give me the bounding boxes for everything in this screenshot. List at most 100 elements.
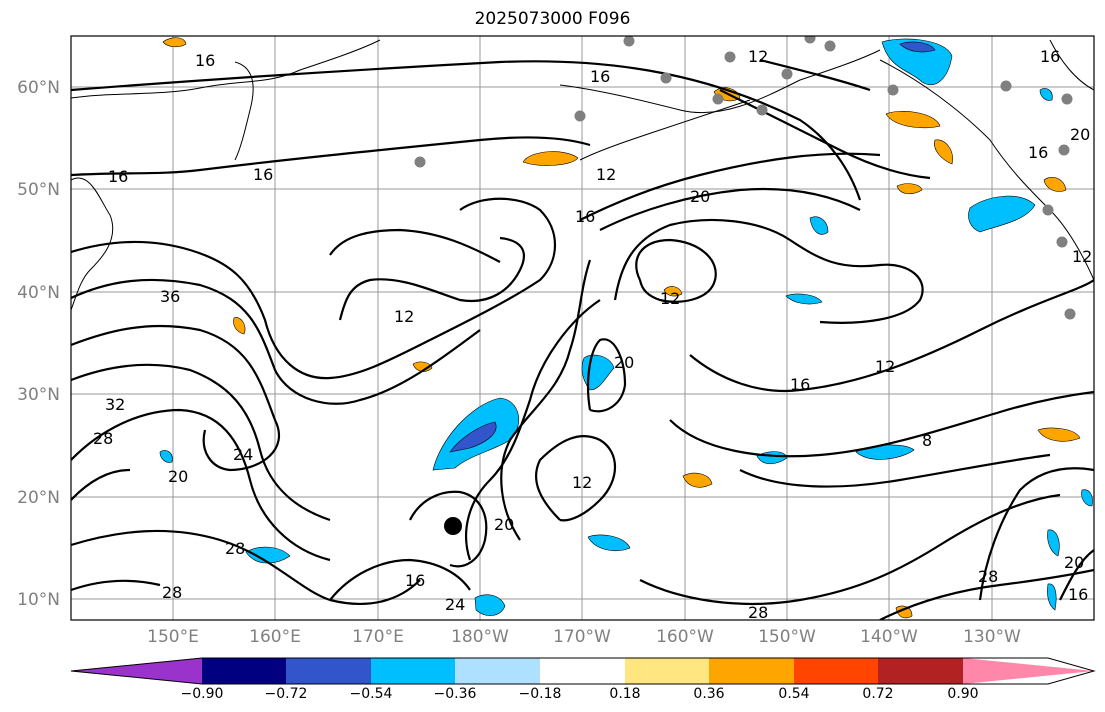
- contour-label: 28: [225, 539, 245, 558]
- fill-patch-orange: [934, 139, 953, 165]
- colorbar-segment: [455, 658, 540, 684]
- colorbar-segment: [709, 658, 794, 684]
- lon-label: 180°W: [451, 627, 509, 647]
- coastlines: [71, 39, 1094, 311]
- contour-label: 20: [1070, 125, 1090, 144]
- gridlines: [71, 36, 1094, 620]
- fill-patch-blue: [245, 546, 291, 564]
- colorbar-segment: [625, 658, 709, 684]
- contour-label: 32: [105, 395, 125, 414]
- colorbar-outline: [70, 657, 1096, 685]
- contour-label: 16: [790, 375, 810, 394]
- contour-label: 16: [195, 51, 215, 70]
- fill-patch-orange: [1043, 177, 1067, 192]
- map-title: 2025073000 F096: [474, 9, 631, 29]
- contour-label: 12: [394, 307, 414, 326]
- colorbar-tick-label: 0.72: [862, 686, 893, 702]
- lat-label: 30°N: [17, 385, 60, 405]
- colorbar-segment: [71, 658, 202, 684]
- contour-label: 28: [978, 567, 998, 586]
- contour-label: 12: [660, 289, 680, 308]
- lat-label: 50°N: [17, 180, 60, 200]
- colorbar-tick-label: 0.54: [778, 686, 809, 702]
- station-markers: [414, 36, 1076, 320]
- contour-label: 24: [445, 595, 465, 614]
- lat-label: 20°N: [17, 488, 60, 508]
- contour-label: 12: [748, 47, 768, 66]
- colorbar-tick-label: −0.36: [434, 686, 477, 702]
- lon-label: 160°W: [656, 627, 714, 647]
- fill-patch-blue: [1039, 88, 1053, 101]
- contour-label: 28: [93, 429, 113, 448]
- contour-label: 12: [875, 357, 895, 376]
- lon-label: 170°E: [352, 627, 404, 647]
- fill-patch-orange: [885, 111, 941, 129]
- colorbar-tick-label: 0.90: [947, 686, 978, 702]
- fill-patch-orange: [162, 37, 187, 48]
- contour-label: 12: [572, 473, 592, 492]
- contour-label: 24: [233, 445, 253, 464]
- fill-patch-blue: [968, 195, 1036, 233]
- fill-patch-orange: [896, 183, 923, 195]
- latitude-axis: 10°N 20°N 30°N 40°N 50°N 60°N: [17, 78, 60, 610]
- fill-patch-blue: [809, 216, 829, 235]
- colorbar-segment: [286, 658, 371, 684]
- contour-label: 20: [690, 187, 710, 206]
- lon-label: 150°E: [147, 627, 199, 647]
- storm-center-marker: [444, 517, 462, 535]
- contour-label: 12: [1072, 247, 1092, 266]
- fill-patch-orange: [663, 286, 683, 297]
- fill-patch-blue: [587, 534, 631, 551]
- lat-label: 60°N: [17, 78, 60, 98]
- lat-label: 10°N: [17, 590, 60, 610]
- contour-label: 16: [1068, 585, 1088, 604]
- contour-label: 28: [748, 603, 768, 622]
- colorbar-segment: [540, 658, 625, 684]
- contour-label: 20: [168, 467, 188, 486]
- fill-patch-blue: [1081, 489, 1093, 507]
- fill-patch-blue: [159, 450, 173, 463]
- contour-label: 16: [108, 167, 128, 186]
- fill-patch-blue: [474, 594, 506, 616]
- contour-label: 16: [575, 207, 595, 226]
- contour-label: 16: [253, 165, 273, 184]
- fill-patch-orange: [682, 472, 713, 488]
- plot-frame: [70, 35, 1095, 621]
- lon-label: 140°W: [860, 627, 918, 647]
- anomaly-fills: [159, 37, 1093, 619]
- fill-patch-darkblue: [899, 41, 936, 53]
- colorbar-tick-label: −0.90: [181, 686, 224, 702]
- contour-label: 12: [596, 165, 616, 184]
- contour-label: 16: [405, 571, 425, 590]
- lon-label: 170°W: [553, 627, 611, 647]
- fill-patch-orange: [522, 151, 579, 166]
- fill-patch-orange: [233, 317, 246, 335]
- contour-label: 16: [590, 67, 610, 86]
- fill-patch-darkblue: [449, 421, 497, 453]
- colorbar-segment: [202, 658, 286, 684]
- colorbar-tick-label: 0.18: [609, 686, 640, 702]
- colorbar-tick-label: −0.18: [519, 686, 562, 702]
- contour-lines: [71, 58, 1094, 620]
- contour-label-group: 16 16 16 16 16 16 16 16 12 12 12 12 12 1…: [93, 47, 1092, 622]
- contour-label: 20: [494, 515, 514, 534]
- contour-label: 28: [162, 583, 182, 602]
- lat-label: 40°N: [17, 283, 60, 303]
- lon-label: 150°W: [758, 627, 816, 647]
- colorbar-tick-label: 0.36: [693, 686, 724, 702]
- contour-label: 36: [160, 287, 180, 306]
- contour-label: 20: [1064, 553, 1084, 572]
- colorbar-segment: [794, 658, 878, 684]
- contour-label: 16: [1040, 47, 1060, 66]
- lon-label: 130°W: [963, 627, 1021, 647]
- longitude-axis: 150°E 160°E 170°E 180°W 170°W 160°W 150°…: [147, 627, 1021, 647]
- colorbar-segment: [963, 658, 1094, 684]
- colorbar-tick-label: −0.72: [265, 686, 308, 702]
- fill-patch-blue: [1047, 529, 1060, 557]
- colorbar: [70, 657, 1096, 685]
- fill-patch-blue: [1047, 583, 1057, 611]
- fill-patch-orange: [1037, 427, 1081, 442]
- contour-label: 8: [922, 431, 932, 450]
- colorbar-segment: [878, 658, 963, 684]
